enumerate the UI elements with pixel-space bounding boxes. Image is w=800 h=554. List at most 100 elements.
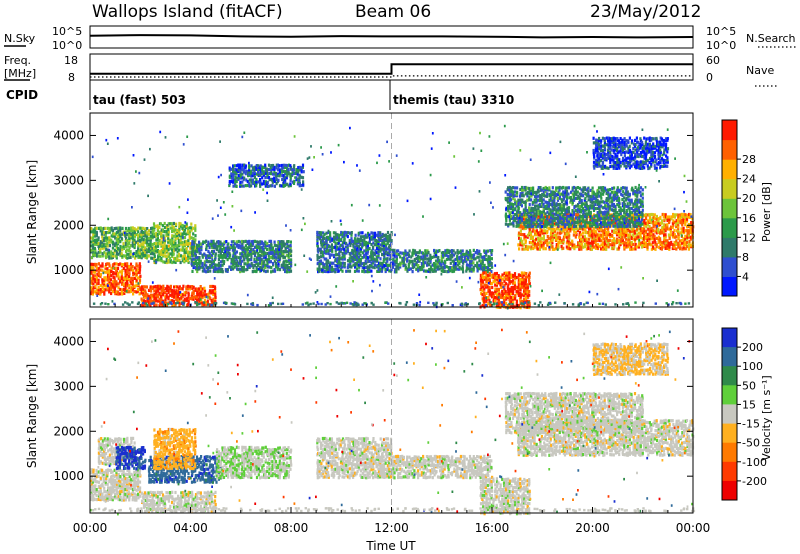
data-cell [138, 254, 141, 258]
data-cell [156, 236, 159, 240]
data-cell [214, 295, 217, 299]
data-cell [200, 301, 203, 305]
data-cell [282, 265, 285, 270]
data-cell [199, 259, 202, 263]
data-cell [117, 226, 120, 230]
data-cell [131, 286, 134, 290]
data-cell [124, 268, 127, 272]
data-cell [142, 285, 146, 289]
data-cell [337, 247, 340, 251]
data-cell [404, 251, 407, 255]
data-cell [237, 267, 240, 272]
data-cell [191, 269, 194, 273]
data-cell [636, 227, 639, 231]
data-cell [220, 260, 223, 264]
data-cell [90, 240, 93, 244]
data-cell [401, 257, 404, 261]
data-cell [427, 250, 430, 255]
data-cell [133, 229, 136, 233]
data-cell [169, 289, 172, 293]
data-cell [323, 233, 326, 237]
data-cell [112, 263, 115, 267]
data-cell [162, 253, 165, 257]
data-cell [216, 240, 219, 244]
data-cell [260, 170, 263, 174]
data-cell [209, 269, 212, 273]
data-cell [282, 166, 285, 170]
data-cell [298, 184, 301, 188]
data-cell [138, 238, 141, 242]
data-cell [95, 268, 98, 272]
data-cell [549, 208, 552, 212]
data-cell [610, 219, 614, 223]
data-cell [505, 301, 508, 305]
data-cell [413, 265, 416, 269]
data-cell [385, 235, 388, 239]
data-cell [517, 293, 520, 297]
data-cell [284, 248, 287, 252]
data-cell [361, 245, 364, 249]
data-cell [375, 243, 379, 247]
data-cell [234, 262, 237, 266]
data-cell [135, 240, 138, 244]
data-cell [528, 273, 531, 277]
data-cell [422, 269, 426, 273]
data-cell [234, 178, 237, 182]
data-cell [472, 257, 476, 261]
data-cell [642, 227, 645, 231]
data-cell [108, 280, 111, 284]
data-cell [598, 235, 601, 239]
data-cell [131, 240, 134, 244]
data-cell [184, 293, 187, 297]
data-cell [231, 180, 235, 184]
data-cell [284, 178, 287, 182]
data-cell [403, 257, 406, 261]
data-cell [236, 267, 239, 271]
data-cell [524, 239, 527, 243]
data-cell [239, 172, 242, 176]
data-cell [522, 194, 525, 198]
data-cell [363, 270, 366, 274]
data-cell [241, 163, 244, 167]
data-cell [510, 287, 513, 292]
data-cell [632, 227, 635, 231]
data-cell [185, 240, 188, 244]
data-cell [192, 236, 195, 241]
data-cell [210, 284, 213, 289]
data-cell [185, 222, 188, 226]
data-cell [369, 237, 372, 241]
data-cell [524, 286, 528, 290]
data-cell [467, 253, 470, 257]
data-cell [149, 230, 153, 234]
data-cell [104, 242, 107, 246]
data-cell [124, 278, 127, 282]
data-cell [288, 270, 291, 274]
data-cell [203, 267, 206, 271]
data-cell [470, 267, 473, 271]
data-cell [610, 223, 613, 227]
data-cell [486, 270, 489, 274]
data-cell [381, 267, 384, 271]
data-cell [212, 297, 215, 301]
data-cell [251, 171, 255, 175]
data-cell [634, 237, 637, 241]
data-cell [625, 227, 628, 231]
data-cell [316, 230, 319, 234]
data-cell [472, 248, 475, 252]
data-cell [550, 243, 553, 247]
data-cell [286, 250, 289, 254]
data-cell [97, 291, 100, 296]
data-cell [171, 299, 174, 303]
data-cell [524, 297, 527, 301]
data-cell [607, 233, 610, 237]
data-cell [539, 237, 542, 241]
data-cell [363, 261, 366, 266]
data-cell [426, 251, 429, 255]
data-cell [526, 233, 530, 237]
data-cell [251, 249, 254, 253]
data-cell [168, 240, 172, 244]
data-cell [377, 264, 380, 268]
data-cell [117, 246, 120, 250]
data-cell [103, 236, 106, 240]
data-cell [160, 285, 163, 289]
